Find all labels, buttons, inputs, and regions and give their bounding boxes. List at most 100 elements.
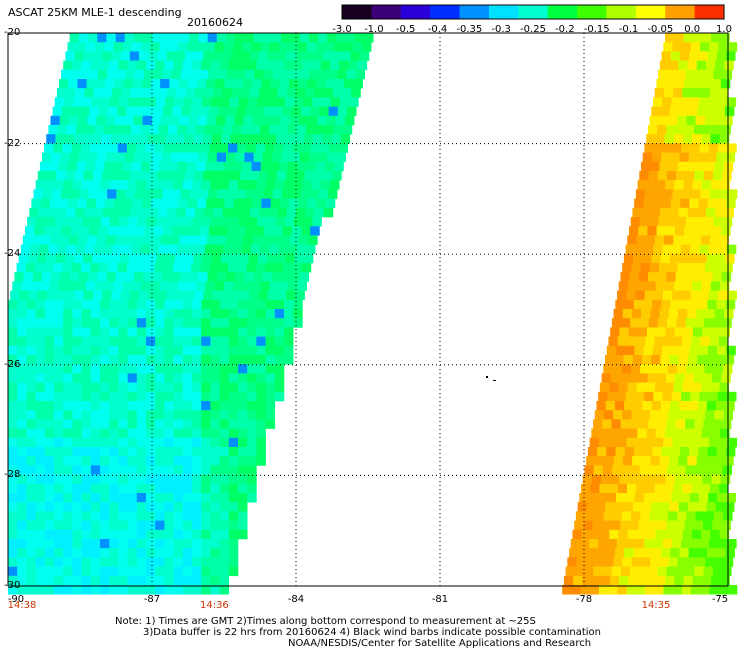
data-cell [656,520,667,531]
data-cell [680,97,691,107]
data-cell [134,189,145,199]
data-cell [164,493,174,503]
data-cell [309,69,320,80]
data-cell [83,134,93,144]
data-cell [173,419,184,429]
data-cell [322,51,333,61]
data-cell [327,189,338,199]
data-cell [228,511,239,521]
data-cell [725,253,735,264]
data-cell [247,373,257,383]
data-cell [664,134,675,144]
data-cell [678,456,688,466]
data-cell [629,419,640,429]
data-cell [617,290,627,301]
data-cell [639,419,649,429]
data-cell [107,69,117,80]
data-cell [164,447,174,457]
data-cell [27,217,37,227]
data-cell [175,134,185,144]
data-cell [147,134,157,144]
data-cell [262,33,273,43]
data-cell [691,382,702,393]
data-cell [81,575,92,586]
data-cell [717,97,727,107]
data-cell [347,106,357,117]
data-cell [124,115,134,126]
data-cell [98,226,109,236]
data-cell [182,585,193,595]
data-cell [150,42,160,52]
data-cell [674,474,685,485]
data-cell [164,428,174,439]
data-cell [169,79,179,89]
plot-frame [7,32,729,587]
data-cell [645,336,655,347]
data-cell [109,97,120,107]
data-cell [699,97,709,107]
data-cell [17,345,27,356]
data-cell [711,575,721,586]
data-cell [160,79,170,89]
data-cell [700,189,710,199]
data-cell [33,189,44,199]
data-cell [81,529,92,540]
data-cell [725,51,736,61]
data-cell [119,97,129,107]
data-cell [348,60,358,71]
data-cell [637,575,647,586]
data-cell [607,391,617,402]
data-cell [68,79,78,89]
data-cell [63,318,73,328]
data-cell [727,189,738,199]
data-cell [700,437,710,448]
data-cell [19,290,29,301]
data-cell [101,253,111,264]
data-cell [35,299,46,310]
data-cell [727,585,738,595]
data-cell [251,161,261,172]
data-cell [584,465,594,475]
data-cell [682,483,692,494]
data-cell [35,548,46,558]
data-cell [652,345,663,356]
data-cell [100,410,110,420]
data-cell [50,115,61,126]
data-cell [17,520,27,531]
data-cell [625,244,636,255]
data-cell [155,483,165,494]
data-cell [164,557,174,567]
data-cell [243,198,253,209]
data-cell [653,539,664,549]
data-cell [663,336,674,347]
data-cell [127,345,138,356]
data-cell [109,465,119,475]
data-cell [648,566,658,577]
data-cell [54,539,64,549]
data-cell [713,465,723,475]
data-cell [63,548,73,558]
data-cell [305,207,315,218]
data-cell [81,493,92,503]
data-cell [305,244,316,255]
data-cell [279,161,289,172]
data-cell [138,51,149,61]
data-cell [265,355,276,365]
data-cell [8,355,18,365]
data-cell [170,152,181,163]
data-cell [250,244,261,255]
data-cell [662,493,672,503]
data-cell [644,585,655,595]
data-cell [136,401,147,411]
data-cell [136,465,147,475]
data-cell [707,548,717,558]
data-cell [192,419,202,429]
data-cell [637,327,648,337]
data-cell [683,33,693,43]
data-cell [164,437,174,448]
data-cell [72,539,82,549]
data-cell [256,345,266,356]
data-cell [18,253,29,264]
data-cell [117,226,127,236]
data-cell [63,511,73,521]
